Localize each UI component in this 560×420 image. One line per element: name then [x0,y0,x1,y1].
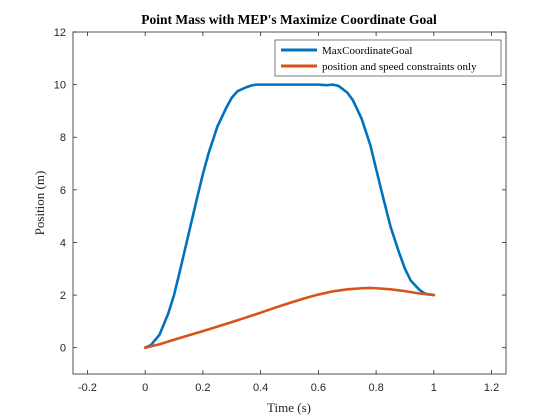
plot-area [73,32,506,374]
x-tick-label: 0.8 [368,382,383,394]
legend-label-constraints: position and speed constraints only [322,61,477,73]
legend: MaxCoordinateGoal position and speed con… [274,39,502,77]
y-tick-label: 0 [60,343,66,355]
ticks-layer: -0.2 0 0.2 0.4 0.6 0.8 1 1.2 0 2 4 6 8 10 12 [54,27,506,394]
x-tick-label: -0.2 [78,382,97,394]
legend-label-maxcoordinategoal: MaxCoordinateGoal [322,45,412,57]
y-tick-label: 2 [60,290,66,302]
legend-box [274,39,502,77]
series-line-0 [143,83,436,349]
x-tick-label: 1 [431,382,437,394]
x-tick-label: 0.4 [253,382,268,394]
y-tick-label: 4 [60,237,66,249]
axes-box [72,31,507,375]
y-tick-label: 6 [60,185,66,197]
y-tick-label: 8 [60,132,66,144]
x-axis-label: Time (s) [267,400,311,415]
y-axis-label: Position (m) [32,171,47,236]
y-tick-label: 12 [54,27,66,39]
y-tick-label: 10 [54,80,66,92]
series-layer [143,83,436,349]
axes-layer [72,31,507,375]
series-line-1 [143,286,436,349]
x-tick-label: 0.6 [311,382,326,394]
x-tick-label: 0 [142,382,148,394]
x-tick-label: 1.2 [484,382,499,394]
x-tick-label: 0.2 [195,382,210,394]
chart-title: Point Mass with MEP's Maximize Coordinat… [141,12,437,27]
